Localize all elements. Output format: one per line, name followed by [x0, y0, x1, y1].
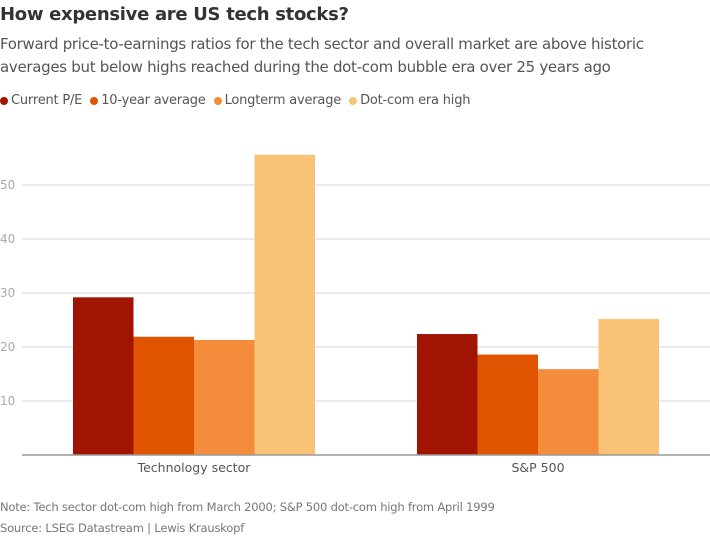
bar — [254, 154, 315, 455]
legend-item-current-pe: Current P/E — [0, 93, 82, 108]
chart-note: Note: Tech sector dot-com high from Marc… — [0, 500, 495, 514]
bar — [73, 297, 134, 455]
legend-item-dot-com-era-high: Dot-com era high — [349, 93, 470, 108]
bar — [477, 354, 538, 455]
bar — [194, 339, 255, 455]
legend-label: Current P/E — [11, 93, 83, 108]
y-tick-label: 40 — [0, 232, 15, 246]
chart-title: How expensive are US tech stocks? — [0, 4, 349, 25]
legend-dot-icon — [0, 96, 8, 105]
y-tick-label: 20 — [0, 340, 15, 354]
legend: Current P/E 10-year average Longterm ave… — [0, 93, 478, 108]
legend-item-longterm-average: Longterm average — [213, 93, 342, 108]
bar — [133, 336, 194, 455]
x-category-label: S&P 500 — [511, 460, 564, 475]
legend-dot-icon — [213, 96, 222, 105]
bar — [417, 334, 478, 455]
bar — [538, 369, 599, 455]
x-category-label: Technology sector — [137, 460, 252, 475]
legend-dot-icon — [349, 96, 358, 105]
legend-label: Dot-com era high — [360, 93, 471, 108]
bar — [598, 318, 659, 455]
y-tick-label: 10 — [0, 394, 15, 408]
y-tick-label: 50 — [0, 178, 15, 192]
legend-dot-icon — [90, 96, 99, 105]
bars: Technology sector S&P 500 — [73, 154, 659, 475]
legend-label: Longterm average — [224, 93, 342, 108]
legend-item-10-year-average: 10-year average — [90, 93, 206, 108]
legend-label: 10-year average — [101, 93, 206, 108]
y-tick-label: 30 — [0, 286, 15, 300]
chart-source: Source: LSEG Datastream | Lewis Krauskop… — [0, 521, 245, 535]
chart-subtitle: Forward price-to-earnings ratios for the… — [0, 35, 644, 76]
